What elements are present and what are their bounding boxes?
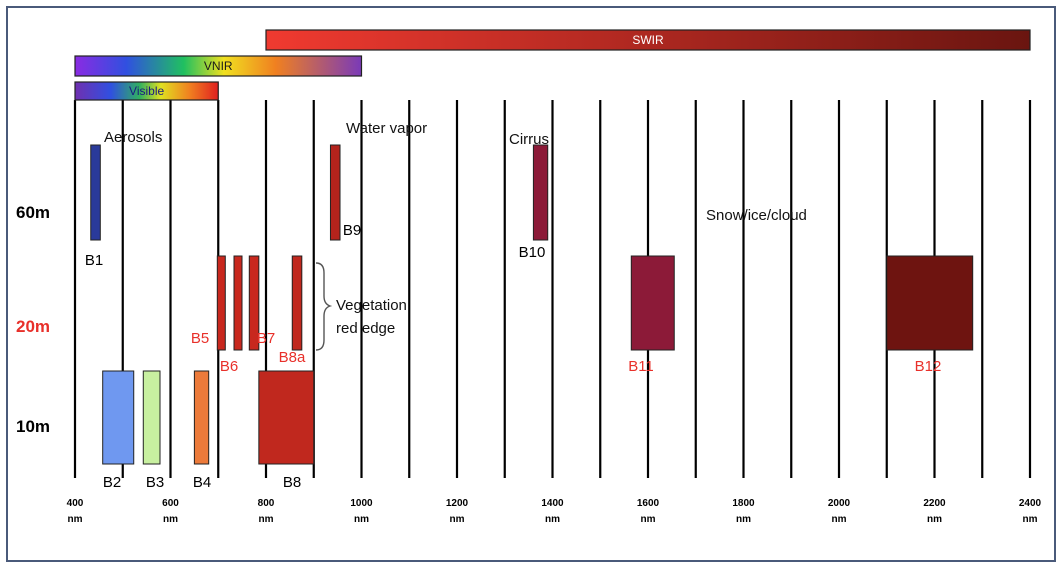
region-label-aerosols: Aerosols (104, 129, 162, 146)
spectral-range-bars: SWIR VNIR Visible (74, 29, 1031, 101)
band-box-b8 (258, 370, 315, 465)
band-box-b8a (291, 255, 303, 351)
resolution-label-20m: 20m (16, 317, 50, 336)
band-box-b9 (329, 144, 341, 241)
band-box-b2 (102, 370, 135, 465)
band-box-b4 (193, 370, 210, 465)
range-bar-vnir (74, 55, 363, 77)
diagram-labels: B1 B2 B3 B4 B5 B6 B7 B8 B8a B9 B10 B11 B12 60m 20m 10m A… (16, 120, 941, 491)
band-label-b5: B5 (191, 330, 209, 347)
band-label-b8a: B8a (279, 349, 306, 366)
band-box-b6 (233, 255, 243, 351)
range-label-vnir: VNIR (204, 59, 233, 73)
band-box-b5 (216, 255, 226, 351)
tick-unit-800: nm (259, 514, 274, 525)
band-label-b6: B6 (220, 358, 238, 375)
tick-unit-2400: nm (1023, 514, 1038, 525)
band-label-b7: B7 (257, 330, 275, 347)
region-label-water-vapor: Water vapor (346, 120, 427, 137)
band-label-b8: B8 (283, 474, 301, 491)
tick-unit-600: nm (163, 514, 178, 525)
band-label-b9: B9 (343, 222, 361, 239)
band-label-b3: B3 (146, 474, 164, 491)
band-label-b4: B4 (193, 474, 211, 491)
tick-unit-1600: nm (641, 514, 656, 525)
range-bar-swir (265, 29, 1031, 51)
tick-label-1200: 1200 (446, 498, 469, 509)
range-label-visible: Visible (129, 84, 164, 98)
tick-label-2400: 2400 (1019, 498, 1042, 509)
tick-unit-2000: nm (832, 514, 847, 525)
resolution-label-60m: 60m (16, 203, 50, 222)
tick-unit-1800: nm (736, 514, 751, 525)
tick-label-600: 600 (162, 498, 179, 509)
tick-label-400: 400 (67, 498, 84, 509)
tick-label-1000: 1000 (350, 498, 373, 509)
band-box-b7 (248, 255, 260, 351)
band-label-b11: B11 (628, 358, 654, 375)
tick-label-800: 800 (258, 498, 275, 509)
range-label-swir: SWIR (632, 33, 664, 47)
tick-unit-1000: nm (354, 514, 369, 525)
range-bar-visible (74, 81, 219, 101)
tick-label-1600: 1600 (637, 498, 660, 509)
region-label-vegetation: Vegetation (336, 297, 407, 314)
tick-unit-1200: nm (450, 514, 465, 525)
band-box-b10 (532, 144, 549, 241)
tick-unit-400: nm (68, 514, 83, 525)
region-label-cirrus: Cirrus (509, 131, 549, 148)
band-label-b2: B2 (103, 474, 121, 491)
band-label-b1: B1 (85, 252, 103, 269)
band-label-b10: B10 (519, 244, 546, 261)
resolution-label-10m: 10m (16, 417, 50, 436)
tick-label-2000: 2000 (828, 498, 851, 509)
band-boxes (90, 144, 974, 465)
band-box-b12 (886, 255, 974, 351)
band-box-b11 (630, 255, 675, 351)
region-label-red-edge: red edge (336, 320, 395, 337)
band-box-b3 (142, 370, 161, 465)
tick-unit-1400: nm (545, 514, 560, 525)
band-box-b1 (90, 144, 101, 241)
tick-label-1400: 1400 (541, 498, 564, 509)
tick-unit-2200: nm (927, 514, 942, 525)
tick-label-2200: 2200 (923, 498, 946, 509)
band-label-b12: B12 (915, 358, 942, 375)
tick-label-1800: 1800 (732, 498, 755, 509)
red-edge-brace (315, 262, 333, 351)
wavelength-axis: 400 nm 600 nm 800 nm 1000 nm 1200 nm 1400 nm 1600 nm 1… (67, 498, 1042, 525)
region-label-snow-ice-cloud: Snow/ice/cloud (706, 207, 807, 224)
